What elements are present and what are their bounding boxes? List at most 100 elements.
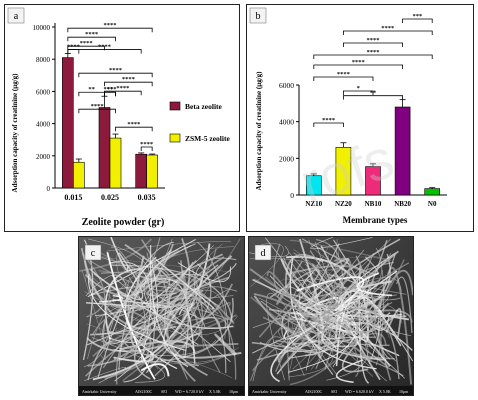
sem-image-d: d Amirkabir University AIS2100C SEI WD = 6.… — [249, 236, 414, 395]
chart-a-xlabel: Zeolite powder (gr) — [82, 217, 165, 228]
chart-b-xtick-label: NZ10 — [305, 200, 322, 208]
sem-footer-text: SEI — [331, 389, 338, 394]
sem-fiber — [160, 289, 226, 339]
sem-fiber — [289, 239, 392, 261]
chart-a-xtick-label: 0.015 — [64, 193, 82, 202]
sem-fiber — [275, 339, 404, 377]
sem-footer-text: SEI — [161, 389, 168, 394]
chart-a-sig-label: **** — [91, 103, 104, 110]
sem-fiber — [147, 273, 208, 318]
chart-b-sig-bracket — [343, 90, 374, 95]
chart-b-significance: ****************************** — [313, 13, 433, 127]
chart-a-legend: Beta zeolite ZSM-5 zeolite — [169, 101, 230, 143]
chart-a-significance: ************ ****************************… — [67, 22, 153, 151]
chart-a-bars — [62, 53, 158, 189]
sem-footer-text: WD = 6.7 — [175, 389, 191, 394]
sem-c-fibers — [79, 236, 242, 385]
sem-fiber — [193, 286, 238, 373]
chart-a-ytick-label: 0 — [47, 185, 51, 193]
sem-fiber — [106, 252, 156, 380]
chart-b-sig-label: **** — [337, 71, 350, 78]
chart-a-sig-bracket — [78, 72, 153, 78]
sem-fiber — [334, 255, 377, 333]
chart-a-bar — [62, 57, 74, 189]
chart-a-sig-bracket — [67, 36, 116, 42]
chart-a-xtick-label: 0.025 — [101, 193, 119, 202]
chart-b-ytick-label: 2000 — [279, 154, 294, 163]
chart-a-sig-bracket — [104, 91, 116, 97]
sem-fiber — [161, 276, 198, 334]
chart-a-sig-bracket — [67, 49, 80, 54]
sem-fiber — [194, 257, 237, 329]
sem-fiber — [171, 343, 239, 349]
chart-b-bar — [305, 175, 322, 196]
chart-a-sig-bracket — [140, 146, 153, 151]
sem-fiber — [134, 264, 219, 380]
chart-b-sig-bracket — [313, 64, 403, 69]
chart-b-sig-label: **** — [322, 117, 335, 124]
chart-b-sig-label: **** — [367, 49, 380, 56]
chart-a-bar — [146, 154, 158, 189]
chart-b-sig-label: **** — [381, 25, 394, 32]
sem-fiber — [337, 284, 371, 322]
chart-a-ytick-label: 4000 — [36, 121, 51, 129]
sem-fiber — [289, 259, 405, 386]
chart-b-axes: 0 2000 4000 6000 NZ10 NZ20 NB10 NB20 N0 — [279, 81, 447, 208]
chart-b-sig-label: ** — [370, 90, 377, 97]
chart-a-sig-label: **** — [116, 85, 129, 92]
chart-b-xtick-label: N0 — [428, 200, 437, 208]
sem-fiber — [140, 363, 170, 377]
sem-fiber — [252, 336, 305, 382]
sem-fiber — [88, 238, 150, 319]
chart-b-sig-bracket — [343, 30, 433, 35]
chart-a-ytick-label: 6000 — [36, 88, 51, 96]
sem-fiber — [81, 253, 106, 318]
sem-fiber — [99, 294, 124, 303]
sem-fiber — [334, 290, 402, 347]
chart-a-sig-bracket — [104, 81, 153, 87]
chart-a-legend-swatch — [169, 133, 181, 143]
sem-fiber — [294, 280, 406, 379]
chart-a-ytick-label: 2000 — [36, 153, 51, 161]
sem-fiber — [94, 261, 194, 317]
sem-fiber — [177, 262, 231, 283]
sem-fiber — [296, 276, 365, 312]
chart-a-sig-label: **** — [104, 22, 117, 29]
panel-c-label: c — [91, 248, 96, 259]
chart-a-ytick-label: 8000 — [36, 56, 51, 64]
sem-fiber — [106, 241, 232, 252]
sem-fiber — [356, 272, 393, 297]
chart-a-bar — [135, 153, 147, 189]
sem-d-footer-bar — [249, 386, 413, 395]
sem-fiber — [250, 296, 322, 359]
chart-b-ylabel: Adsorption capacity of creatinine (μg/g) — [255, 71, 263, 191]
panel-c-label-box — [84, 244, 102, 261]
sem-fiber — [324, 249, 393, 324]
panel-a-label: a — [14, 11, 19, 22]
sem-fiber — [269, 268, 320, 306]
sem-fiber — [178, 307, 196, 364]
chart-a-bar — [98, 107, 111, 189]
chart-a-sig-label: **** — [127, 121, 140, 128]
sem-fiber — [304, 253, 392, 288]
chart-a-sig-label: **** — [85, 31, 98, 38]
sem-fiber — [266, 270, 324, 345]
chart-a-sig-bracket — [78, 108, 116, 114]
sem-fiber — [100, 317, 227, 347]
chart-a-ytick-label: 10000 — [33, 24, 51, 32]
sem-fiber — [88, 248, 217, 292]
sem-d-footer: Amirkabir University AIS2100C SEI WD = 6.6 2… — [252, 389, 409, 394]
chart-b-sig-label: * — [357, 85, 360, 92]
sem-fiber — [289, 293, 324, 345]
chart-b-xlabel: Membrane types — [343, 215, 408, 225]
chart-a-sig-bracket — [115, 126, 153, 132]
sem-fiber — [253, 293, 373, 363]
sem-fiber — [293, 260, 339, 345]
sem-fiber — [285, 253, 324, 289]
chart-b-bars — [305, 99, 440, 196]
sem-fiber — [90, 238, 191, 336]
sem-footer-text: WD = 6.6 — [345, 389, 361, 394]
sem-image-c: c Amirkabir University AIS2100C SEI WD = 6.… — [79, 236, 244, 395]
chart-b-sig-label: *** — [413, 13, 423, 20]
